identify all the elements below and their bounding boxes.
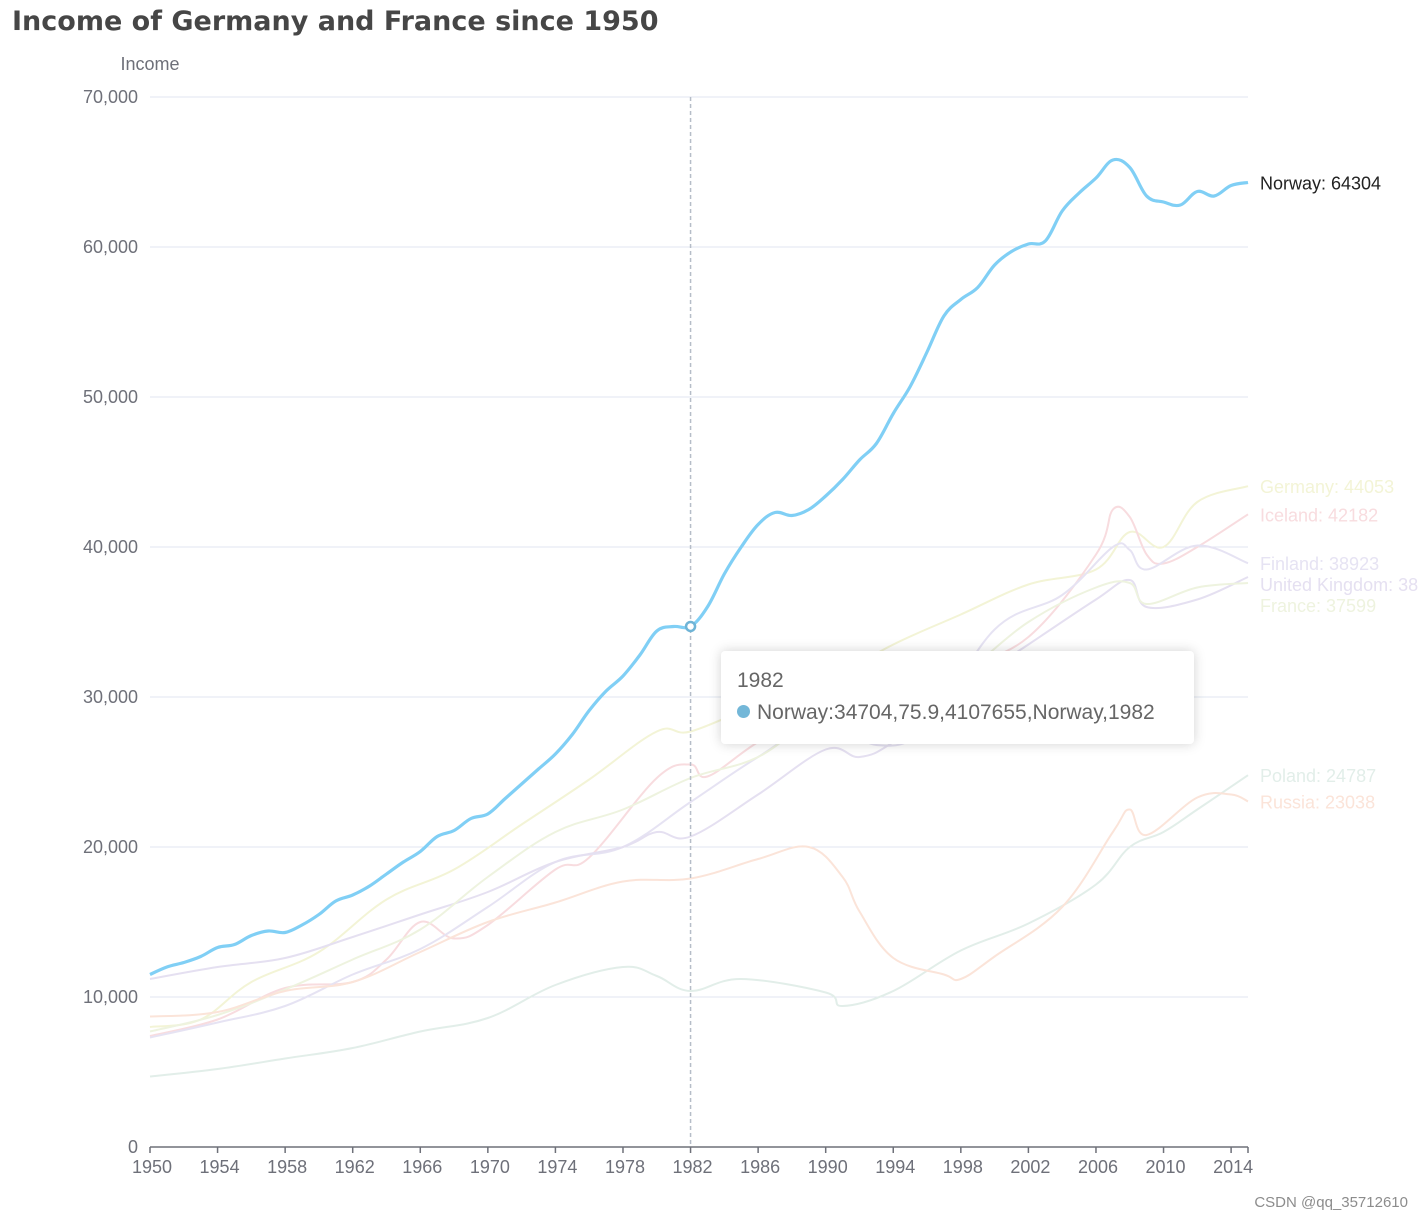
watermark: CSDN @qq_35712610 (1254, 1194, 1408, 1211)
y-tick-label: 10,000 (83, 987, 138, 1007)
tooltip-text: Norway:34704,75.9,4107655,Norway,1982 (757, 701, 1155, 724)
y-tick-label: 30,000 (83, 687, 138, 707)
series-line-united-kingdom (149, 576, 1249, 980)
x-tick-label: 1978 (605, 1157, 645, 1177)
x-tick-label: 2014 (1213, 1157, 1253, 1177)
x-tick-label: 1982 (673, 1157, 713, 1177)
chart-title: Income of Germany and France since 1950 (12, 6, 659, 37)
x-tick-label: 1966 (402, 1157, 442, 1177)
series-line-france (149, 580, 1249, 1033)
x-tick-label: 2002 (1010, 1157, 1050, 1177)
y-tick-label: 70,000 (83, 87, 138, 107)
end-labels: Norway: 64304 Germany: 44053 Iceland: 4218… (1260, 173, 1418, 812)
x-tick-label: 1970 (470, 1157, 510, 1177)
series-line-germany (149, 485, 1249, 1028)
y-tick-label: 0 (128, 1137, 138, 1157)
x-tick-label: 1974 (537, 1157, 577, 1177)
y-axis-label: Income (120, 54, 179, 74)
series-line-russia (149, 792, 1249, 1018)
end-label-poland: Poland: 24787 (1260, 766, 1376, 786)
y-tick-label: 20,000 (83, 837, 138, 857)
highlight-point (684, 620, 697, 633)
x-tick-label: 1998 (943, 1157, 983, 1177)
y-tick-label: 60,000 (83, 237, 138, 257)
tooltip-marker-icon (737, 704, 750, 718)
series-line-poland (149, 774, 1249, 1078)
end-label-united-kingdom: United Kingdom: 38 (1260, 575, 1418, 595)
tooltip-title: 1982 (737, 669, 784, 692)
grid-lines (150, 96, 1248, 998)
x-tick-label: 1950 (132, 1157, 172, 1177)
end-label-germany: Germany: 44053 (1260, 477, 1394, 497)
series-line-norway (149, 157, 1249, 976)
x-tick-label: 1962 (335, 1157, 375, 1177)
highlighted-series-group (149, 157, 1249, 976)
x-tick-label: 1994 (875, 1157, 915, 1177)
end-label-iceland: Iceland: 42182 (1260, 505, 1378, 525)
faded-series-group (149, 485, 1249, 1078)
axes: 0 10,000 20,000 30,000 40,000 50,000 60,000 70,… (83, 54, 1253, 1177)
x-tick-label: 2010 (1146, 1157, 1186, 1177)
end-label-france: France: 37599 (1260, 596, 1376, 616)
end-label-finland: Finland: 38923 (1260, 554, 1379, 574)
series-line-iceland (149, 505, 1249, 1037)
end-label-russia: Russia: 23038 (1260, 792, 1375, 812)
x-tick-label: 1958 (267, 1157, 307, 1177)
end-label-norway: Norway: 64304 (1260, 173, 1381, 193)
y-tick-label: 40,000 (83, 537, 138, 557)
tooltip: 1982 Norway:34704,75.9,4107655,Norway,19… (721, 651, 1194, 744)
tooltip-row: Norway:34704,75.9,4107655,Norway,1982 (737, 701, 1178, 725)
x-tick-label: 1954 (200, 1157, 240, 1177)
x-tick-label: 2006 (1078, 1157, 1118, 1177)
y-tick-label: 50,000 (83, 387, 138, 407)
x-tick-label: 1990 (808, 1157, 848, 1177)
x-tick-label: 1986 (740, 1157, 780, 1177)
